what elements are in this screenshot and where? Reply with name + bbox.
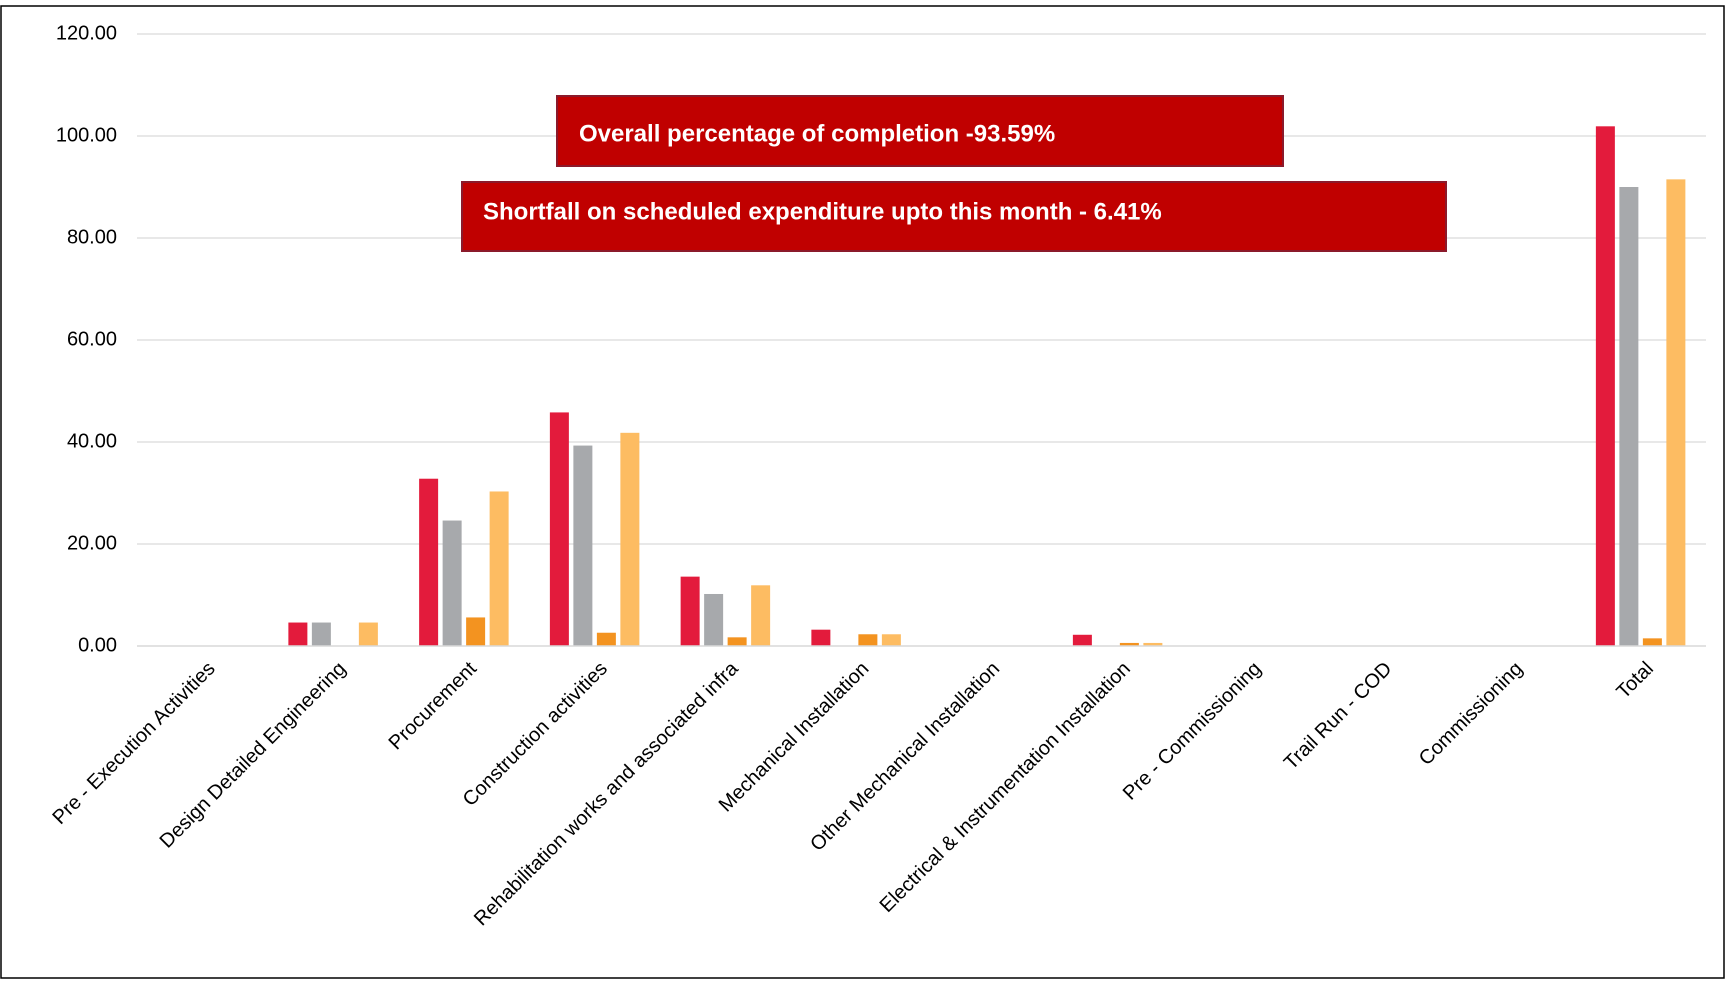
completion-annotation-text: Overall percentage of completion -93.59% [579,120,1055,147]
y-tick-label: 120.00 [56,22,117,44]
bar [489,491,509,646]
bar [727,637,747,646]
y-tick-label: 40.00 [67,430,117,452]
bar [358,622,378,646]
shortfall-annotation: Shortfall on scheduled expenditure upto … [461,181,1447,252]
y-tick-label: 0.00 [78,634,117,656]
bar [751,585,771,646]
bar [1666,179,1686,646]
bar [1642,638,1662,646]
y-tick-label: 20.00 [67,532,117,554]
bar [419,478,439,646]
bar [680,576,700,646]
bar [549,412,569,646]
bar [311,622,331,646]
bar [442,520,462,646]
bar [596,632,616,646]
bars [288,126,1686,646]
bar [620,432,640,646]
shortfall-annotation-text: Shortfall on scheduled expenditure upto … [483,198,1162,225]
chart-frame [0,5,1725,979]
bar [1119,642,1139,646]
y-tick-label: 100.00 [56,124,117,146]
bar [1072,634,1092,646]
bar [1619,187,1639,646]
bar [288,622,308,646]
y-tick-label: 80.00 [67,226,117,248]
bar [704,593,724,646]
bar [881,634,901,646]
bar [466,617,486,646]
bar [1595,126,1615,646]
shortfall-annotation-box [461,181,1447,252]
bar [1143,642,1163,646]
y-tick-label: 60.00 [67,328,117,350]
y-axis-tick-labels: 0.00 20.00 40.00 60.00 80.00 100.00 120.00 [56,22,117,656]
bar [811,629,831,646]
bar [858,634,878,646]
completion-annotation-box [556,95,1284,167]
bar [573,445,593,646]
completion-annotation: Overall percentage of completion -93.59% [556,95,1284,167]
